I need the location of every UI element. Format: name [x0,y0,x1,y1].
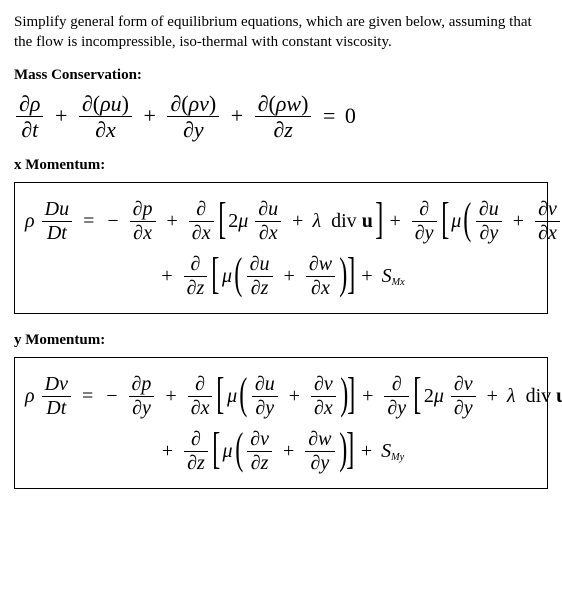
mass-conservation-equation: ∂ρ∂t + ∂(ρu)∂x + ∂(ρv)∂y + ∂(ρw)∂z = 0 [14,92,548,141]
y-momentum-equation: ρ DvDt = − ∂p∂y + ∂∂x [ μ ( ∂u∂y + ∂v∂x … [14,357,548,489]
intro-text: Simplify general form of equilibrium equ… [14,12,548,53]
x-momentum-equation: ρ DuDt = − ∂p∂x + ∂∂x [ 2μ ∂u∂x + λ div … [14,182,548,314]
y-momentum-heading: y Momentum: [14,332,548,349]
x-momentum-heading: x Momentum: [14,157,548,174]
mass-conservation-heading: Mass Conservation: [14,67,548,84]
